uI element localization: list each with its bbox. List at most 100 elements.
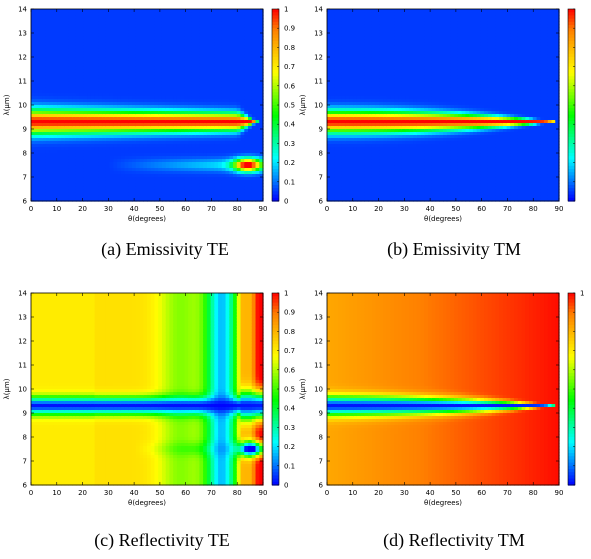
heatmap-cell — [353, 150, 358, 154]
heatmap-cell — [98, 33, 103, 37]
heatmap-cell — [161, 183, 167, 187]
heatmap-cell — [218, 195, 223, 199]
heatmap-cell — [120, 45, 126, 49]
heatmap-cell — [31, 147, 36, 151]
heatmap-cell — [90, 198, 96, 202]
heatmap-cell — [42, 108, 47, 112]
heatmap-cell — [210, 114, 215, 118]
heatmap-cell — [248, 27, 253, 31]
heatmap-cell — [255, 96, 260, 100]
heatmap-cell — [371, 33, 377, 37]
heatmap-cell — [338, 33, 343, 37]
heatmap-cell — [251, 42, 257, 46]
heatmap-cell — [255, 135, 260, 139]
heatmap-cell — [188, 186, 193, 190]
heatmap-cell — [68, 66, 73, 70]
heatmap-cell — [244, 144, 249, 148]
heatmap-cell — [143, 129, 148, 133]
heatmap-cell — [364, 42, 369, 46]
heatmap-cell — [94, 96, 99, 100]
heatmap-cell — [236, 105, 242, 109]
heatmap-cell — [154, 171, 159, 175]
heatmap-cell — [334, 63, 339, 67]
heatmap-cell — [218, 183, 223, 187]
heatmap-cell — [42, 90, 47, 94]
heatmap-cell — [128, 162, 133, 166]
heatmap-cell — [176, 153, 182, 157]
heatmap-cell — [38, 60, 43, 64]
heatmap-cell — [120, 138, 126, 142]
heatmap-cell — [42, 192, 47, 196]
heatmap-cell — [102, 180, 107, 184]
heatmap-cell — [53, 198, 58, 202]
heatmap-cell — [240, 24, 245, 28]
heatmap-cell — [57, 192, 62, 196]
heatmap-cell — [68, 78, 73, 82]
heatmap-cell — [341, 9, 347, 13]
heatmap-cell — [158, 96, 163, 100]
heatmap-cell — [360, 57, 366, 61]
heatmap-cell — [94, 99, 99, 103]
heatmap-cell — [139, 183, 144, 187]
heatmap-cell — [161, 75, 167, 79]
heatmap-cell — [334, 33, 339, 37]
heatmap-cell — [191, 132, 197, 136]
colorbar-tick-label: 1 — [284, 6, 288, 14]
heatmap-cell — [98, 48, 103, 52]
heatmap-cell — [161, 159, 167, 163]
heatmap-cell — [349, 93, 354, 97]
heatmap-cell — [109, 60, 114, 64]
heatmap-cell — [176, 180, 182, 184]
heatmap-cell — [184, 144, 189, 148]
heatmap-cell — [49, 60, 55, 64]
heatmap-cell — [98, 132, 103, 136]
heatmap-cell — [236, 159, 242, 163]
heatmap-cell — [255, 168, 260, 172]
heatmap-cell — [244, 42, 249, 46]
heatmap-cell — [128, 195, 133, 199]
colorbar-segment — [272, 31, 279, 36]
heatmap-cell — [75, 72, 81, 76]
heatmap-cell — [184, 102, 189, 106]
heatmap-cell — [368, 60, 373, 64]
heatmap-cell — [214, 60, 219, 64]
heatmap-cell — [240, 12, 245, 16]
heatmap-cell — [154, 69, 159, 73]
heatmap-cell — [128, 66, 133, 70]
heatmap-cell — [218, 57, 223, 61]
heatmap-cell — [165, 129, 171, 133]
heatmap-cell — [34, 39, 40, 43]
colorbar-segment — [272, 178, 279, 183]
heatmap-cell — [113, 48, 118, 52]
heatmap-cell — [34, 30, 40, 34]
heatmap-cell — [120, 159, 126, 163]
colorbar-segment — [272, 153, 279, 157]
heatmap-cell — [349, 36, 354, 40]
heatmap-cell — [105, 180, 111, 184]
heatmap-cell — [31, 78, 36, 82]
heatmap-cell — [161, 126, 167, 130]
heatmap-cell — [128, 33, 133, 37]
heatmap-cell — [158, 120, 163, 124]
heatmap-cell — [255, 132, 260, 136]
heatmap-cell — [68, 90, 73, 94]
heatmap-cell — [188, 159, 193, 163]
heatmap-cell — [75, 129, 81, 133]
heatmap-cell — [57, 159, 62, 163]
heatmap-cell — [169, 168, 174, 172]
heatmap-cell — [248, 129, 253, 133]
heatmap-cell — [173, 90, 178, 94]
heatmap-cell — [79, 105, 84, 109]
heatmap-cell — [225, 186, 230, 190]
heatmap-cell — [225, 120, 230, 124]
colorbar-segment — [272, 25, 279, 29]
heatmap-cell — [360, 180, 366, 184]
heatmap-cell — [45, 168, 51, 172]
heatmap-cell — [169, 96, 174, 100]
heatmap-cell — [368, 126, 373, 130]
heatmap-cell — [109, 24, 114, 28]
heatmap-cell — [147, 123, 152, 127]
heatmap-cell — [72, 21, 77, 25]
heatmap-cell — [45, 195, 51, 199]
heatmap-cell — [90, 111, 96, 115]
